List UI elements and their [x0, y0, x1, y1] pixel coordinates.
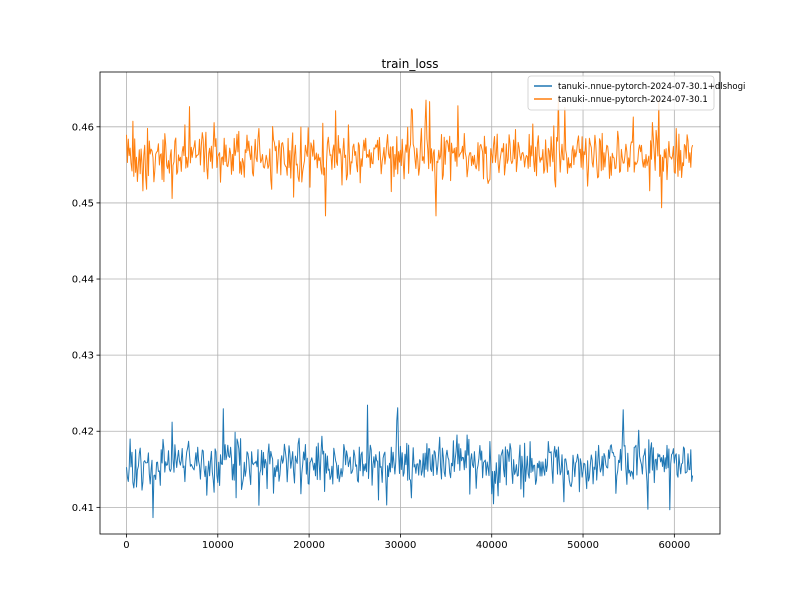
legend-label: tanuki-.nnue-pytorch-2024-07-30.1 [558, 95, 708, 105]
x-tick-label: 60000 [658, 540, 690, 551]
legend-label: tanuki-.nnue-pytorch-2024-07-30.1+dlshog… [558, 82, 745, 92]
series-line-1 [126, 404, 694, 519]
series-layer [126, 96, 694, 519]
y-tick-label: 0.41 [72, 503, 94, 514]
x-tick-label: 10000 [202, 540, 234, 551]
x-tick-label: 20000 [293, 540, 325, 551]
axis-ticks: 0 10000 20000 30000 40000 50000 60000 0.41 0.42 0… [72, 122, 691, 551]
x-tick-label: 40000 [476, 540, 508, 551]
y-tick-label: 0.43 [72, 351, 94, 362]
y-tick-label: 0.45 [72, 198, 94, 209]
x-tick-label: 0 [123, 540, 129, 551]
x-tick-label: 30000 [385, 540, 417, 551]
chart-title: train_loss [381, 57, 438, 71]
legend-box [527, 75, 715, 111]
y-tick-label: 0.44 [72, 275, 94, 286]
y-tick-label: 0.42 [72, 427, 94, 438]
series-line-2 [126, 96, 694, 217]
plot-frame [99, 71, 721, 535]
legend: tanuki-.nnue-pytorch-2024-07-30.1+dlshog… [527, 75, 745, 111]
x-tick-label: 50000 [567, 540, 599, 551]
y-tick-label: 0.46 [72, 122, 94, 133]
